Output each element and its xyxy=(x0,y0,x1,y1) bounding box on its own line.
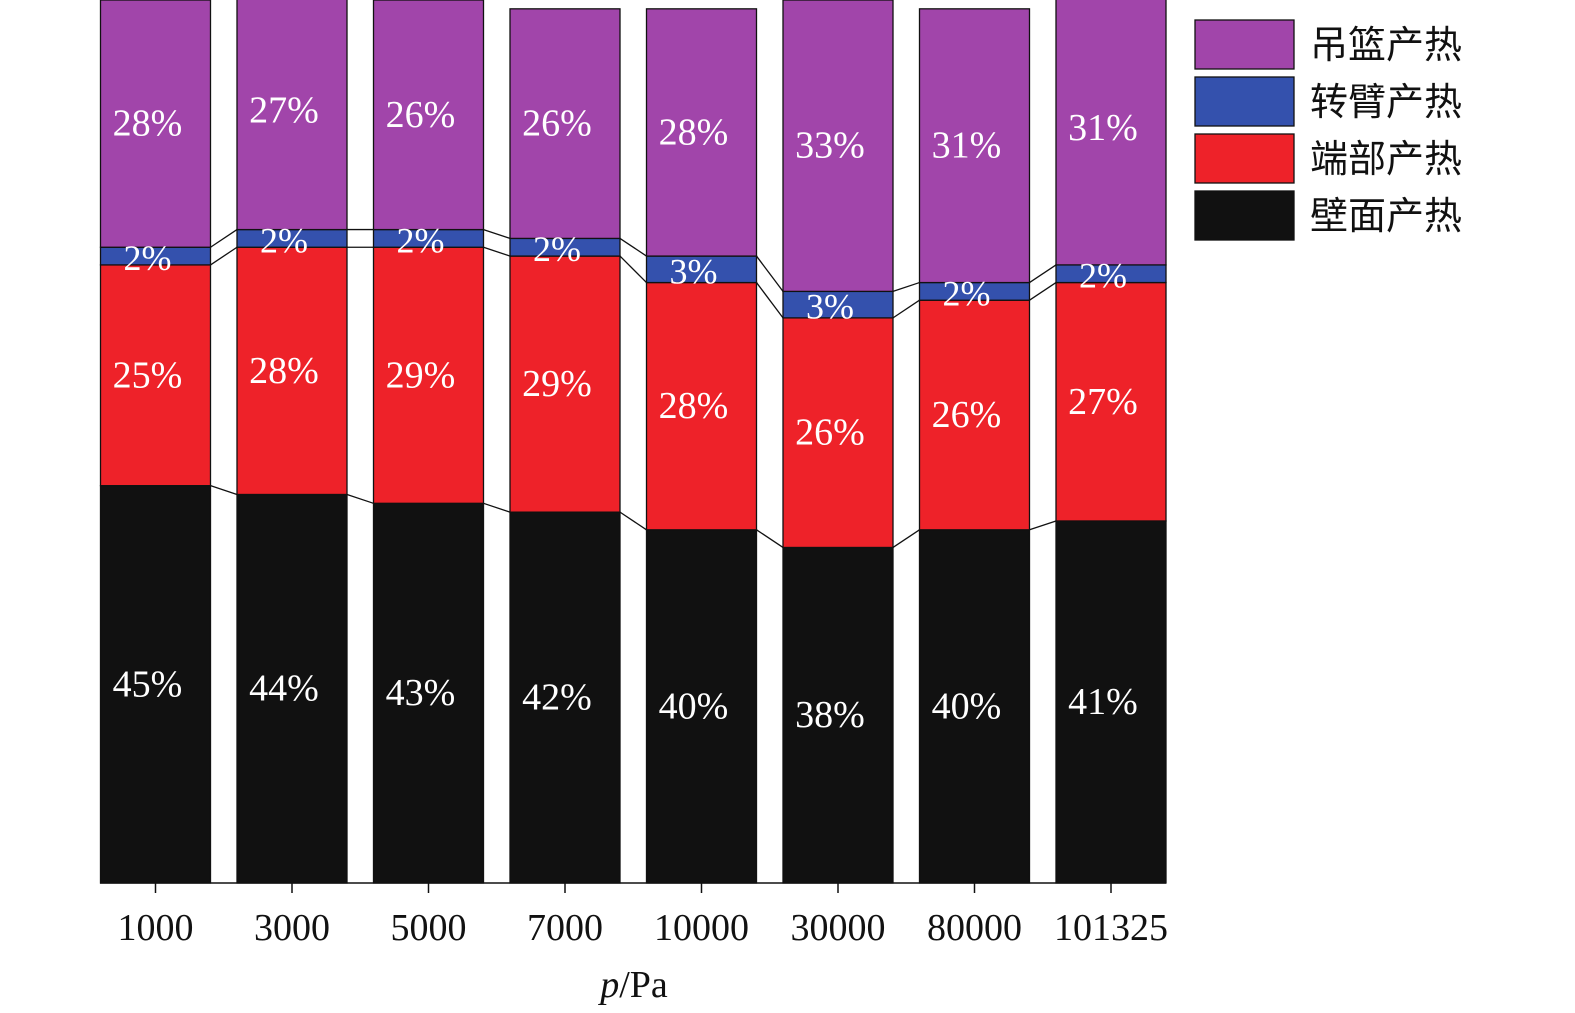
x-tick-label: 101325 xyxy=(1054,907,1168,949)
bar-segment-80000-s3 xyxy=(918,8,1031,284)
data-label: 26% xyxy=(795,412,865,454)
data-label: 25% xyxy=(113,354,183,396)
data-label: 33% xyxy=(795,125,865,167)
connector-line xyxy=(483,246,511,257)
x-tick-label: 1000 xyxy=(118,907,194,949)
connector-line xyxy=(619,255,647,284)
connector-line xyxy=(755,282,784,319)
data-label: 28% xyxy=(249,350,319,392)
connector-line xyxy=(892,529,920,549)
data-label: 42% xyxy=(522,677,592,719)
connector-line xyxy=(210,229,238,248)
x-tick-label: 3000 xyxy=(254,907,330,949)
connector-line xyxy=(346,493,374,504)
data-label: 43% xyxy=(386,672,456,714)
bar-segment-3000-s0 xyxy=(236,493,348,884)
data-label: 26% xyxy=(522,103,592,145)
x-tick-label: 80000 xyxy=(927,907,1022,949)
connector-line xyxy=(483,228,511,240)
bar-segment-1000-s3 xyxy=(99,0,212,248)
connector-line xyxy=(210,485,238,496)
x-axis: 1000 3000 5000 7000 10000 30000 80000 101325 xyxy=(100,882,1168,949)
legend-label: 端部产热 xyxy=(1310,139,1462,181)
legend-swatch xyxy=(1194,19,1295,70)
data-label: 29% xyxy=(386,354,456,396)
data-label: 27% xyxy=(249,89,319,131)
bar-segment-101325-s1 xyxy=(1055,281,1167,522)
data-label: 41% xyxy=(1068,681,1138,723)
connector-line xyxy=(210,246,238,266)
data-label: 2% xyxy=(260,220,308,260)
x-axis-label-variable: p xyxy=(597,964,619,1006)
bar-segment-101325-s3 xyxy=(1055,0,1167,266)
x-axis-label: p/Pa xyxy=(597,964,668,1006)
x-axis-label-unit: /Pa xyxy=(619,964,668,1006)
legend-label: 转臂产热 xyxy=(1310,82,1462,124)
connector-line xyxy=(892,299,920,319)
bar-segment-10000-s2 xyxy=(645,255,758,284)
connector-line xyxy=(755,255,784,292)
bar-segment-10000-s1 xyxy=(645,281,758,531)
bar-segment-5000-s1 xyxy=(372,246,485,504)
bar-segment-7000-s3 xyxy=(509,8,621,240)
data-label: 2% xyxy=(124,238,172,278)
segment-connector-lines xyxy=(210,228,1057,549)
x-tick-label: 10000 xyxy=(654,907,749,949)
connector-line xyxy=(1029,520,1057,531)
data-label: 26% xyxy=(386,94,456,136)
connector-line xyxy=(756,529,784,549)
data-label: 28% xyxy=(113,103,183,145)
data-label: 3% xyxy=(806,287,854,327)
data-label: 40% xyxy=(659,685,729,727)
legend-label: 壁面产热 xyxy=(1310,196,1462,238)
x-tick-label: 30000 xyxy=(791,907,886,949)
x-tick-label: 5000 xyxy=(391,907,467,949)
data-label: 26% xyxy=(932,394,1002,436)
connector-line xyxy=(619,237,647,257)
bar-segment-3000-s3 xyxy=(236,0,348,231)
data-label: 31% xyxy=(932,125,1002,167)
data-label: 45% xyxy=(113,663,183,705)
data-label: 3% xyxy=(670,251,718,291)
bar-segment-1000-s0 xyxy=(99,484,212,884)
legend-label: 吊篮产热 xyxy=(1310,25,1462,67)
data-label: 28% xyxy=(659,111,729,153)
bar-segment-5000-s3 xyxy=(372,0,485,231)
data-label: 2% xyxy=(943,273,991,313)
bar-segment-7000-s0 xyxy=(509,511,621,884)
bar-segment-80000-s0 xyxy=(918,529,1031,884)
bar-segment-30000-s0 xyxy=(782,546,894,884)
bar-segment-30000-s3 xyxy=(782,0,894,293)
data-label: 44% xyxy=(249,668,319,710)
bar-segment-30000-s2 xyxy=(782,290,894,319)
bar-segment-80000-s1 xyxy=(918,299,1031,531)
connector-line xyxy=(483,502,511,513)
data-label: 2% xyxy=(1079,256,1127,296)
data-label: 40% xyxy=(932,685,1002,727)
legend-swatch xyxy=(1194,76,1295,127)
bar-stacks xyxy=(99,0,1167,884)
data-label: 28% xyxy=(659,385,729,427)
legend-swatch xyxy=(1194,133,1295,184)
bar-segment-10000-s0 xyxy=(645,529,758,884)
bar-segment-7000-s1 xyxy=(509,255,621,513)
connector-line xyxy=(619,511,647,531)
data-labels: 45% 25% 2% 28% 44% 28% 2% 27% 43% 29% 2% 26% 42% 29% 2… xyxy=(113,89,1138,736)
data-label: 38% xyxy=(795,694,865,736)
x-tick-label: 7000 xyxy=(527,907,603,949)
bar-segment-1000-s1 xyxy=(99,264,212,487)
data-label: 31% xyxy=(1068,107,1138,149)
bar-segment-10000-s3 xyxy=(645,8,758,257)
connector-line xyxy=(892,281,920,293)
data-label: 27% xyxy=(1068,381,1138,423)
legend-swatch xyxy=(1194,190,1295,241)
data-label: 2% xyxy=(397,220,445,260)
connector-line xyxy=(1029,282,1057,301)
connector-line xyxy=(1029,264,1057,284)
data-label: 2% xyxy=(533,229,581,269)
data-label: 29% xyxy=(522,363,592,405)
